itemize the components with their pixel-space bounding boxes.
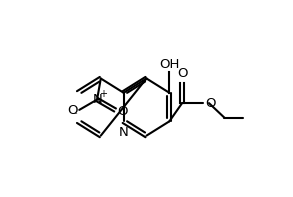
Text: O: O: [206, 97, 216, 110]
Text: O: O: [118, 105, 128, 118]
Text: O: O: [68, 104, 78, 117]
Text: +: +: [99, 89, 107, 99]
Text: ⁻: ⁻: [71, 111, 77, 121]
Text: OH: OH: [159, 58, 180, 71]
Text: O: O: [177, 67, 188, 80]
Text: N: N: [119, 126, 129, 139]
Text: N: N: [93, 93, 103, 106]
